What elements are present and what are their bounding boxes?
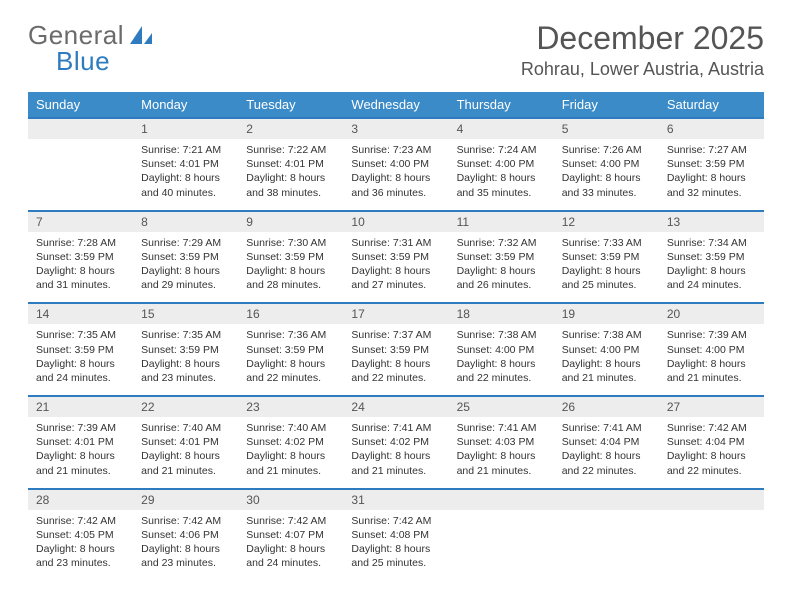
day-cell: Sunrise: 7:23 AMSunset: 4:00 PMDaylight:…: [343, 139, 448, 211]
day-number: 30: [238, 489, 343, 510]
day-cell: Sunrise: 7:42 AMSunset: 4:05 PMDaylight:…: [28, 510, 133, 581]
day-number: 3: [343, 118, 448, 139]
day-cell: Sunrise: 7:39 AMSunset: 4:00 PMDaylight:…: [659, 324, 764, 396]
day-cell: Sunrise: 7:40 AMSunset: 4:02 PMDaylight:…: [238, 417, 343, 489]
day-number: 7: [28, 211, 133, 232]
day-number: 10: [343, 211, 448, 232]
day-header: Wednesday: [343, 92, 448, 118]
day-cell: Sunrise: 7:38 AMSunset: 4:00 PMDaylight:…: [449, 324, 554, 396]
day-cell: Sunrise: 7:41 AMSunset: 4:04 PMDaylight:…: [554, 417, 659, 489]
day-cell: [659, 510, 764, 581]
day-number: 31: [343, 489, 448, 510]
day-number: 21: [28, 396, 133, 417]
day-cell: Sunrise: 7:39 AMSunset: 4:01 PMDaylight:…: [28, 417, 133, 489]
day-number: 26: [554, 396, 659, 417]
day-number: 24: [343, 396, 448, 417]
day-number: 11: [449, 211, 554, 232]
logo: General Blue: [28, 20, 154, 51]
day-cell: Sunrise: 7:31 AMSunset: 3:59 PMDaylight:…: [343, 232, 448, 304]
day-cell: Sunrise: 7:40 AMSunset: 4:01 PMDaylight:…: [133, 417, 238, 489]
day-number: 25: [449, 396, 554, 417]
day-cell: Sunrise: 7:35 AMSunset: 3:59 PMDaylight:…: [133, 324, 238, 396]
day-number: 12: [554, 211, 659, 232]
day-number: 20: [659, 303, 764, 324]
day-number: 16: [238, 303, 343, 324]
day-header: Tuesday: [238, 92, 343, 118]
calendar-body: 123456 Sunrise: 7:21 AMSunset: 4:01 PMDa…: [28, 118, 764, 580]
day-number: 5: [554, 118, 659, 139]
month-title: December 2025: [521, 20, 764, 57]
day-number: [659, 489, 764, 510]
day-cell: Sunrise: 7:26 AMSunset: 4:00 PMDaylight:…: [554, 139, 659, 211]
day-cell: [554, 510, 659, 581]
day-number: 8: [133, 211, 238, 232]
day-number: 22: [133, 396, 238, 417]
day-cell: Sunrise: 7:42 AMSunset: 4:04 PMDaylight:…: [659, 417, 764, 489]
calendar-table: SundayMondayTuesdayWednesdayThursdayFrid…: [28, 92, 764, 580]
day-number: [449, 489, 554, 510]
day-number: 17: [343, 303, 448, 324]
day-header: Friday: [554, 92, 659, 118]
sail-icon: [128, 24, 154, 51]
day-cell: Sunrise: 7:38 AMSunset: 4:00 PMDaylight:…: [554, 324, 659, 396]
day-cell: Sunrise: 7:33 AMSunset: 3:59 PMDaylight:…: [554, 232, 659, 304]
day-cell: Sunrise: 7:32 AMSunset: 3:59 PMDaylight:…: [449, 232, 554, 304]
day-cell: [28, 139, 133, 211]
day-number: 15: [133, 303, 238, 324]
day-number: 9: [238, 211, 343, 232]
day-cell: Sunrise: 7:36 AMSunset: 3:59 PMDaylight:…: [238, 324, 343, 396]
day-number: 6: [659, 118, 764, 139]
day-cell: Sunrise: 7:35 AMSunset: 3:59 PMDaylight:…: [28, 324, 133, 396]
day-cell: Sunrise: 7:27 AMSunset: 3:59 PMDaylight:…: [659, 139, 764, 211]
day-cell: Sunrise: 7:42 AMSunset: 4:08 PMDaylight:…: [343, 510, 448, 581]
day-header: Thursday: [449, 92, 554, 118]
day-cell: Sunrise: 7:28 AMSunset: 3:59 PMDaylight:…: [28, 232, 133, 304]
logo-text-2: Blue: [56, 46, 110, 77]
day-number: 28: [28, 489, 133, 510]
day-number: 1: [133, 118, 238, 139]
day-header: Saturday: [659, 92, 764, 118]
day-cell: Sunrise: 7:21 AMSunset: 4:01 PMDaylight:…: [133, 139, 238, 211]
day-header: Monday: [133, 92, 238, 118]
day-cell: Sunrise: 7:42 AMSunset: 4:06 PMDaylight:…: [133, 510, 238, 581]
day-cell: Sunrise: 7:22 AMSunset: 4:01 PMDaylight:…: [238, 139, 343, 211]
day-number: 27: [659, 396, 764, 417]
day-cell: Sunrise: 7:37 AMSunset: 3:59 PMDaylight:…: [343, 324, 448, 396]
day-number: 13: [659, 211, 764, 232]
day-cell: Sunrise: 7:30 AMSunset: 3:59 PMDaylight:…: [238, 232, 343, 304]
day-cell: Sunrise: 7:42 AMSunset: 4:07 PMDaylight:…: [238, 510, 343, 581]
location: Rohrau, Lower Austria, Austria: [521, 59, 764, 80]
title-block: December 2025 Rohrau, Lower Austria, Aus…: [521, 20, 764, 80]
day-number: 23: [238, 396, 343, 417]
day-number: 14: [28, 303, 133, 324]
day-number: 29: [133, 489, 238, 510]
day-number: 4: [449, 118, 554, 139]
day-cell: Sunrise: 7:29 AMSunset: 3:59 PMDaylight:…: [133, 232, 238, 304]
day-cell: [449, 510, 554, 581]
day-header: Sunday: [28, 92, 133, 118]
day-number: 19: [554, 303, 659, 324]
day-cell: Sunrise: 7:34 AMSunset: 3:59 PMDaylight:…: [659, 232, 764, 304]
day-cell: Sunrise: 7:41 AMSunset: 4:03 PMDaylight:…: [449, 417, 554, 489]
calendar-page: General Blue December 2025 Rohrau, Lower…: [0, 0, 792, 600]
header: General Blue December 2025 Rohrau, Lower…: [28, 20, 764, 80]
day-number: [28, 118, 133, 139]
day-cell: Sunrise: 7:41 AMSunset: 4:02 PMDaylight:…: [343, 417, 448, 489]
day-number: [554, 489, 659, 510]
calendar-head: SundayMondayTuesdayWednesdayThursdayFrid…: [28, 92, 764, 118]
day-number: 2: [238, 118, 343, 139]
day-number: 18: [449, 303, 554, 324]
day-cell: Sunrise: 7:24 AMSunset: 4:00 PMDaylight:…: [449, 139, 554, 211]
